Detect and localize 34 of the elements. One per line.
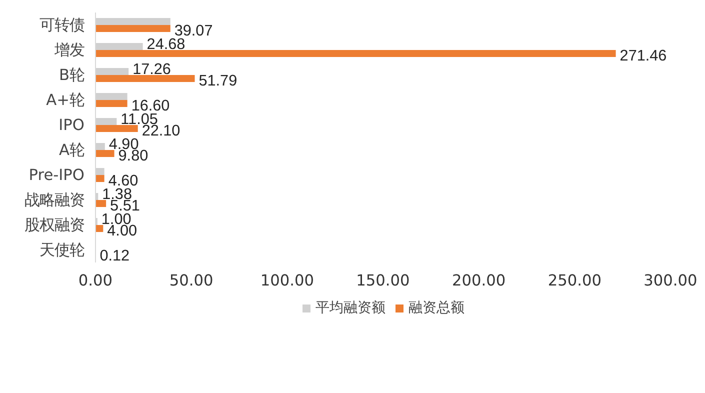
data-label: 16.60 bbox=[131, 97, 170, 114]
y-tick-label: B轮 bbox=[58, 66, 85, 84]
x-tick-label: 100.00 bbox=[260, 272, 314, 290]
y-tick-label: IPO bbox=[58, 116, 85, 134]
bar bbox=[96, 225, 104, 232]
y-tick-label: 增发 bbox=[54, 41, 84, 59]
x-tick-label: 300.00 bbox=[644, 272, 698, 290]
y-tick-label: A轮 bbox=[59, 141, 85, 159]
y-tick-label: A+轮 bbox=[46, 91, 85, 109]
bar bbox=[96, 25, 170, 32]
legend-label: 融资总额 bbox=[408, 299, 464, 317]
bar bbox=[96, 50, 616, 57]
y-tick-label: 天使轮 bbox=[40, 241, 84, 259]
y-tick-label: 战略融资 bbox=[24, 191, 84, 209]
y-tick-label: Pre-IPO bbox=[28, 166, 85, 184]
bar bbox=[96, 175, 104, 182]
x-tick-label: 200.00 bbox=[452, 272, 506, 290]
data-label: 4.60 bbox=[108, 172, 138, 190]
bar bbox=[96, 75, 195, 82]
data-label: 17.26 bbox=[132, 61, 171, 78]
x-tick-label: 0.00 bbox=[78, 272, 113, 290]
bar bbox=[96, 100, 128, 107]
y-tick-label: 可转债 bbox=[40, 16, 84, 34]
x-tick-label: 250.00 bbox=[548, 272, 602, 290]
bar bbox=[96, 200, 106, 207]
data-label: 271.46 bbox=[620, 47, 667, 64]
x-tick-label: 50.00 bbox=[169, 272, 214, 290]
x-tick-label: 150.00 bbox=[356, 272, 410, 290]
bar bbox=[96, 125, 138, 132]
data-label: 0.12 bbox=[100, 247, 130, 264]
bar bbox=[96, 150, 114, 157]
data-label: 51.79 bbox=[198, 72, 238, 90]
y-tick-label: 股权融资 bbox=[24, 216, 84, 234]
legend-label: 平均融资额 bbox=[316, 299, 386, 317]
